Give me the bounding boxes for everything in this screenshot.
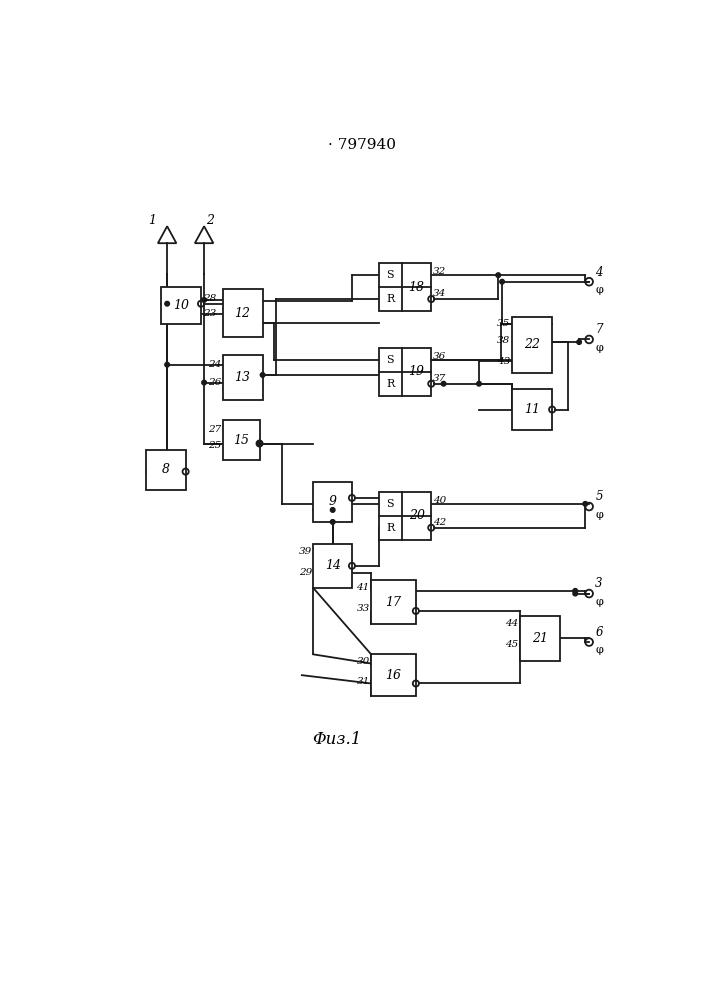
Circle shape	[573, 591, 578, 596]
Text: φ: φ	[595, 645, 603, 655]
Text: 21: 21	[532, 632, 548, 645]
Text: 45: 45	[505, 640, 518, 649]
Text: 10: 10	[173, 299, 189, 312]
Text: 23: 23	[203, 309, 216, 318]
Text: 43: 43	[497, 357, 510, 366]
Text: φ: φ	[595, 285, 603, 295]
Text: 35: 35	[497, 319, 510, 328]
Text: 40: 40	[433, 496, 446, 505]
Text: 5: 5	[595, 490, 603, 503]
Text: S: S	[387, 270, 395, 280]
Text: 30: 30	[356, 657, 370, 666]
Text: 33: 33	[356, 604, 370, 613]
Bar	[313, 482, 352, 522]
Circle shape	[165, 301, 170, 306]
Bar	[161, 287, 201, 324]
Text: 24: 24	[208, 360, 221, 369]
Bar	[512, 317, 552, 373]
Circle shape	[330, 508, 335, 512]
Text: 2: 2	[206, 214, 214, 227]
Text: 44: 44	[505, 619, 518, 628]
Bar	[379, 348, 431, 396]
Text: 28: 28	[203, 294, 216, 303]
Bar	[520, 616, 560, 661]
Text: 13: 13	[235, 371, 250, 384]
Text: 3: 3	[595, 577, 603, 590]
Text: · 797940: · 797940	[328, 138, 396, 152]
Circle shape	[496, 273, 501, 277]
Text: 37: 37	[433, 374, 446, 383]
Text: φ: φ	[595, 597, 603, 607]
Text: 7: 7	[595, 323, 603, 336]
Circle shape	[330, 520, 335, 524]
Text: 34: 34	[433, 289, 446, 298]
Text: 8: 8	[162, 463, 170, 476]
Text: R: R	[386, 523, 395, 533]
Bar	[146, 450, 186, 490]
Text: 38: 38	[497, 336, 510, 345]
Circle shape	[583, 502, 588, 506]
Text: S: S	[387, 499, 395, 509]
Circle shape	[257, 441, 262, 446]
Text: φ: φ	[595, 343, 603, 353]
Text: 42: 42	[433, 518, 446, 527]
Bar	[223, 289, 262, 337]
Text: 11: 11	[524, 403, 540, 416]
Text: R: R	[386, 379, 395, 389]
Text: 17: 17	[385, 596, 402, 609]
Bar	[223, 420, 259, 460]
Text: 22: 22	[524, 338, 540, 351]
Bar	[379, 263, 431, 311]
Text: Φиз.1: Φиз.1	[312, 731, 361, 748]
Circle shape	[165, 362, 170, 367]
Text: 15: 15	[233, 434, 249, 447]
Text: 25: 25	[208, 441, 221, 450]
Bar	[223, 355, 262, 400]
Text: 1: 1	[148, 214, 156, 227]
Bar	[371, 654, 416, 696]
Text: 6: 6	[595, 626, 603, 639]
Bar	[512, 389, 552, 430]
Text: 4: 4	[595, 266, 603, 279]
Text: 26: 26	[208, 378, 221, 387]
Text: 12: 12	[235, 307, 250, 320]
Text: 9: 9	[329, 495, 337, 508]
Text: S: S	[387, 355, 395, 365]
Text: 41: 41	[356, 583, 370, 592]
Circle shape	[441, 381, 446, 386]
Bar	[313, 543, 352, 588]
Text: 27: 27	[208, 425, 221, 434]
Text: 19: 19	[409, 365, 425, 378]
Text: 20: 20	[409, 509, 425, 522]
Bar	[371, 580, 416, 624]
Circle shape	[201, 380, 206, 385]
Circle shape	[573, 589, 578, 593]
Circle shape	[500, 279, 504, 284]
Circle shape	[201, 298, 206, 302]
Text: 36: 36	[433, 352, 446, 361]
Text: 32: 32	[433, 267, 446, 276]
Circle shape	[477, 381, 481, 386]
Text: 29: 29	[298, 568, 312, 577]
Text: 18: 18	[409, 281, 425, 294]
Text: 31: 31	[356, 677, 370, 686]
Text: R: R	[386, 294, 395, 304]
Circle shape	[577, 340, 581, 344]
Circle shape	[260, 373, 265, 377]
Text: 14: 14	[325, 559, 341, 572]
Text: 16: 16	[385, 669, 402, 682]
Text: 39: 39	[298, 547, 312, 556]
Bar	[379, 492, 431, 540]
Text: φ: φ	[595, 510, 603, 520]
